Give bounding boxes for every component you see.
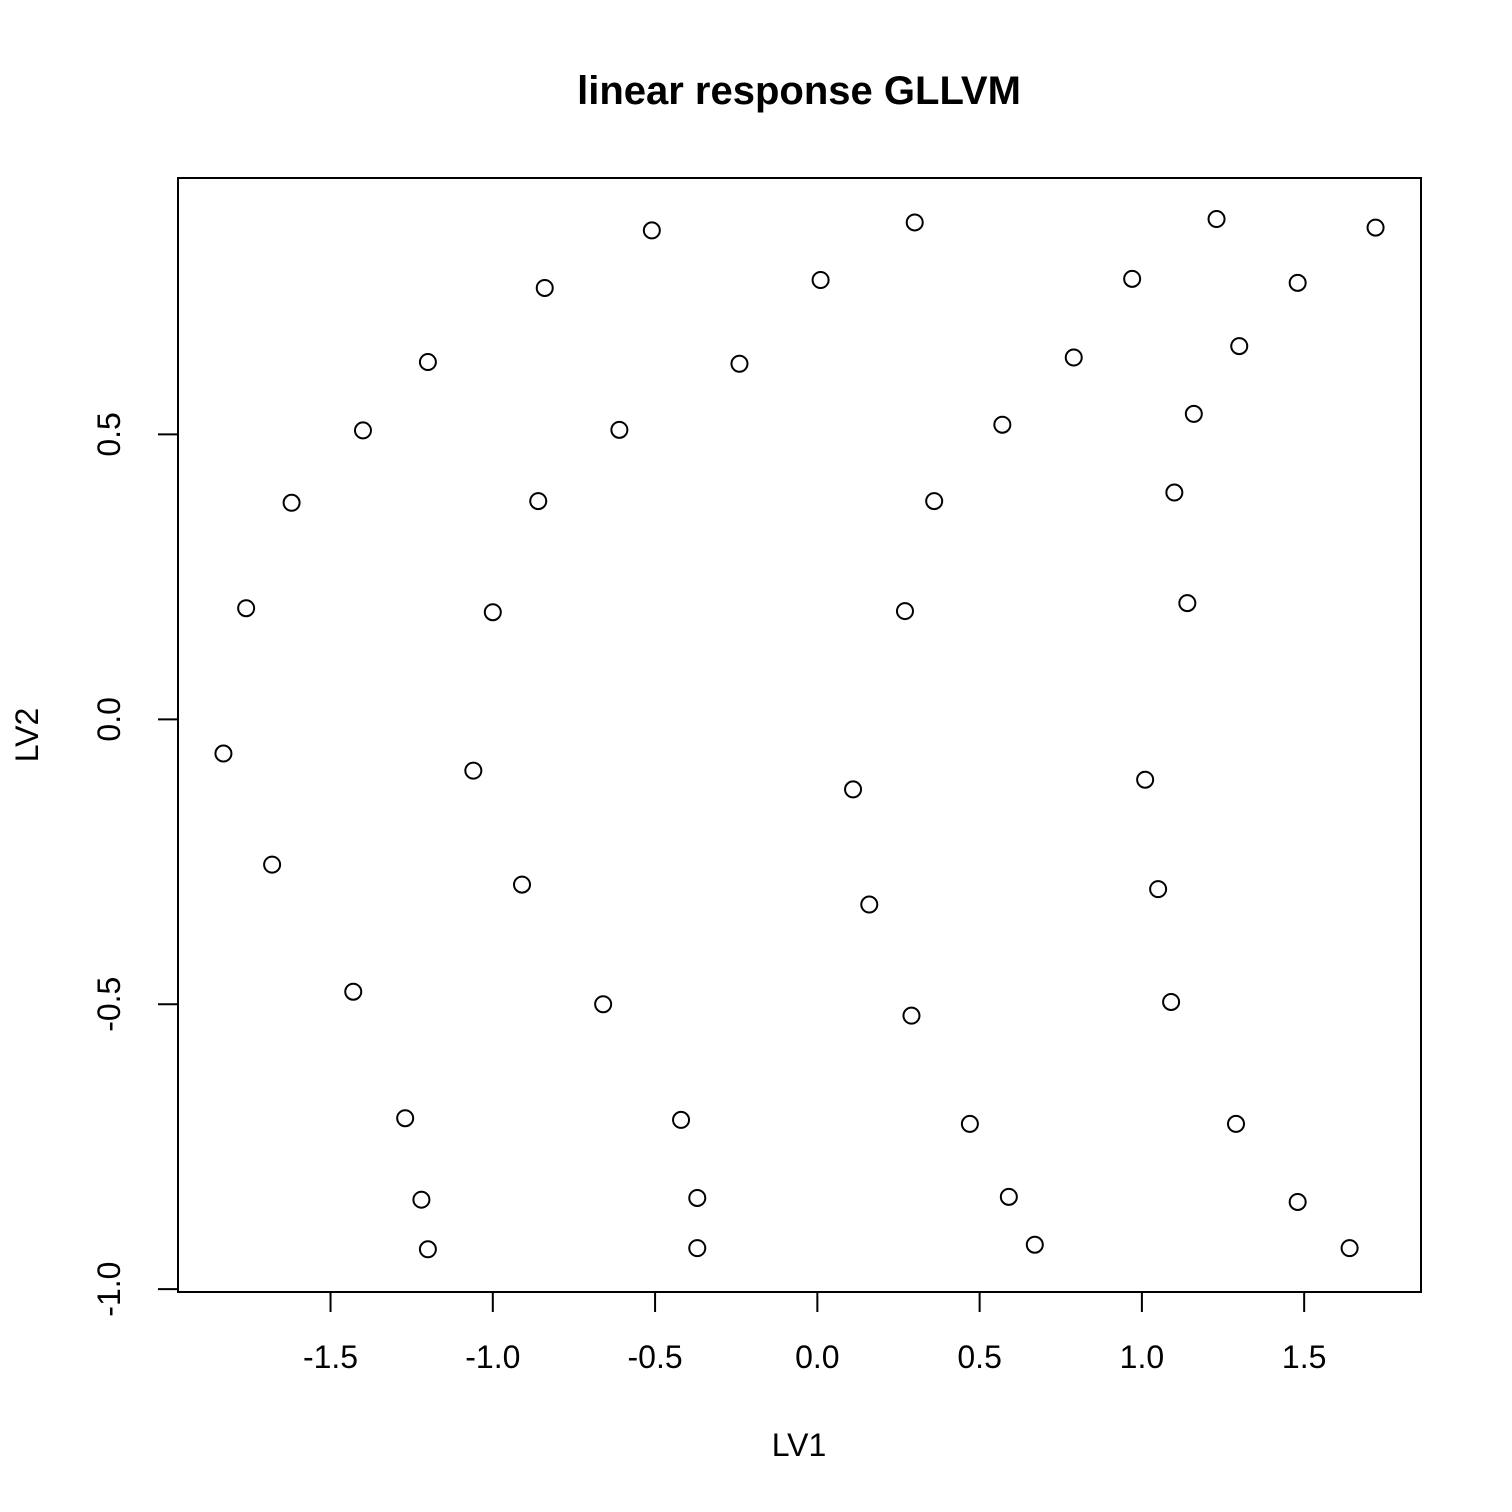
- data-point: [513, 875, 532, 894]
- plot-frame: [177, 177, 1422, 1293]
- x-tick-label: 0.0: [795, 1339, 839, 1375]
- data-point: [529, 492, 548, 511]
- data-point: [730, 354, 749, 373]
- data-point: [1366, 218, 1385, 237]
- data-point: [1162, 992, 1181, 1011]
- y-tick-label: 0.0: [91, 697, 127, 741]
- data-point: [902, 1006, 921, 1025]
- x-tick-label: 0.5: [957, 1339, 1001, 1375]
- data-point: [1149, 880, 1168, 899]
- data-point: [237, 599, 256, 618]
- data-point: [960, 1114, 979, 1133]
- data-point: [464, 761, 483, 780]
- chart-title: linear response GLLVM: [577, 69, 1021, 113]
- data-point: [1340, 1239, 1359, 1258]
- data-point: [688, 1188, 707, 1207]
- y-tick-label: -0.5: [91, 977, 127, 1032]
- data-point: [353, 421, 372, 440]
- data-point: [811, 270, 830, 289]
- data-point: [610, 420, 629, 439]
- x-tick-label: 1.0: [1120, 1339, 1164, 1375]
- data-point: [642, 221, 661, 240]
- data-point: [1064, 348, 1083, 367]
- y-axis-label: LV2: [9, 708, 45, 763]
- x-tick-label: 1.5: [1282, 1339, 1326, 1375]
- data-point: [1230, 337, 1249, 356]
- data-point: [1207, 210, 1226, 229]
- data-point: [396, 1109, 415, 1128]
- y-axis: -1.0 -0.5 0.0 0.5: [91, 412, 179, 1317]
- data-point: [282, 493, 301, 512]
- data-point: [263, 855, 282, 874]
- data-point: [993, 415, 1012, 434]
- x-tick-label: -0.5: [628, 1339, 683, 1375]
- data-point: [418, 353, 437, 372]
- data-points: [214, 210, 1385, 1259]
- data-point: [1123, 269, 1142, 288]
- data-point: [1184, 404, 1203, 423]
- y-tick-label: 0.5: [91, 412, 127, 456]
- data-point: [483, 603, 502, 622]
- data-point: [535, 278, 554, 297]
- y-tick-label: -1.0: [91, 1262, 127, 1317]
- data-point: [905, 213, 924, 232]
- x-tick-label: -1.5: [303, 1339, 358, 1375]
- data-point: [1288, 273, 1307, 292]
- data-point: [844, 780, 863, 799]
- x-tick-label: -1.0: [465, 1339, 520, 1375]
- data-point: [1025, 1235, 1044, 1254]
- data-point: [1288, 1192, 1307, 1211]
- data-point: [214, 744, 233, 763]
- data-point: [344, 982, 363, 1001]
- x-axis: -1.5 -1.0 -0.5 0.0 0.5 1.0 1.5: [303, 1291, 1326, 1375]
- data-point: [594, 995, 613, 1014]
- data-point: [688, 1239, 707, 1258]
- data-point: [925, 492, 944, 511]
- data-point: [672, 1110, 691, 1129]
- x-axis-label: LV1: [772, 1427, 827, 1463]
- data-point: [895, 602, 914, 621]
- data-point: [1178, 594, 1197, 613]
- data-point: [1165, 483, 1184, 502]
- data-point: [860, 895, 879, 914]
- data-point: [1136, 770, 1155, 789]
- data-point: [999, 1187, 1018, 1206]
- data-point: [1227, 1114, 1246, 1133]
- data-point: [412, 1190, 431, 1209]
- data-point: [418, 1240, 437, 1259]
